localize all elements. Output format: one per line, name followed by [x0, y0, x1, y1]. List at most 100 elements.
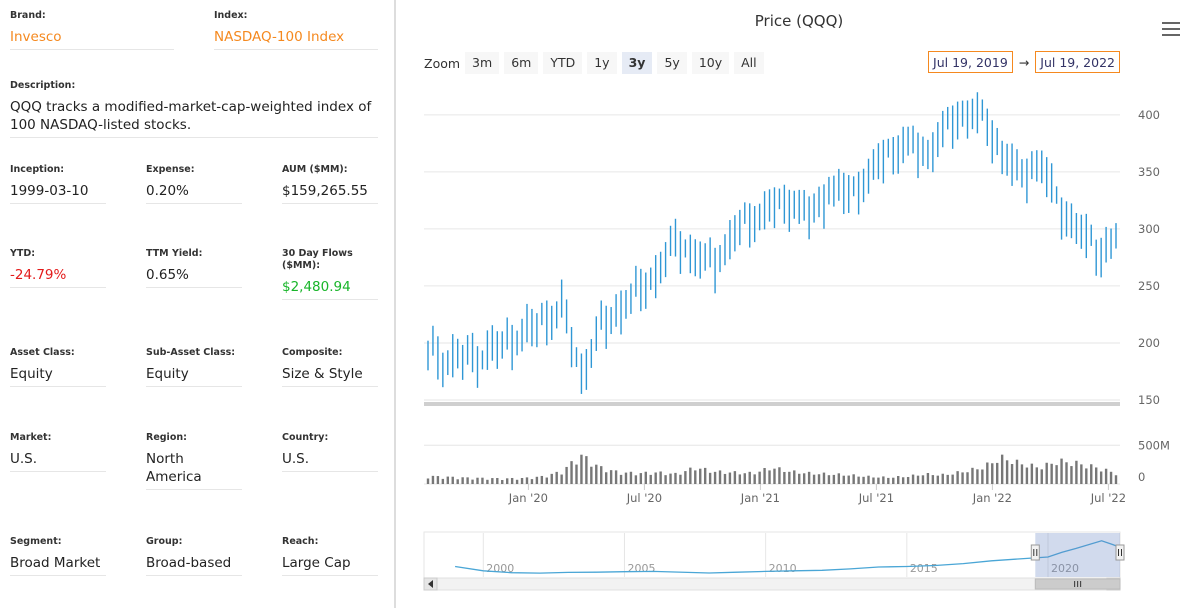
volume-bar [555, 471, 558, 484]
zoom-button-3y[interactable]: 3y [621, 52, 653, 74]
navigator-tick-label: 2015 [910, 562, 938, 575]
volume-bar [1045, 462, 1048, 484]
volume-bar [753, 474, 756, 484]
volume-bar [654, 472, 657, 484]
scrollbar-track[interactable] [423, 577, 1121, 591]
handle-grip[interactable] [1030, 544, 1040, 561]
reach-label: Reach: [282, 536, 319, 547]
volume-bar [461, 477, 464, 484]
navigator-selection[interactable] [1035, 533, 1120, 577]
volume-bar [981, 469, 984, 484]
volume-bar [1025, 467, 1029, 484]
volume-bar [629, 471, 633, 484]
volume-bar [1080, 464, 1083, 484]
zoom-button-ytd[interactable]: YTD [543, 52, 583, 74]
asset-class-value: Equity [10, 365, 106, 387]
volume-bar [991, 463, 994, 484]
ytd-value: -24.79% [10, 266, 106, 288]
expense-field: Expense: 0.20% [146, 164, 242, 204]
volume-bar [1050, 463, 1053, 484]
volume-bar [441, 478, 445, 484]
navigator-handle-left[interactable] [1030, 544, 1040, 561]
ttm-yield-label: TTM Yield: [146, 248, 203, 259]
volume-bar [788, 471, 791, 484]
volume-bar [471, 479, 474, 484]
navigator[interactable]: 20002005201020152020 [423, 531, 1125, 579]
x-tick-label: Jul '20 [626, 491, 662, 505]
navigator-handle-right[interactable] [1115, 544, 1125, 561]
ttm-yield-field: TTM Yield: 0.65% [146, 248, 242, 288]
asset-class-label: Asset Class: [10, 347, 75, 358]
zoom-button-all[interactable]: All [734, 52, 764, 74]
asset-class-field: Asset Class: Equity [10, 347, 106, 387]
volume-bar [941, 473, 944, 484]
brand-value[interactable]: Invesco [10, 28, 174, 50]
volume-bar [699, 468, 702, 484]
volume-bar [847, 475, 850, 484]
volume-bar [837, 473, 841, 484]
volume-bar [426, 478, 430, 484]
inception-label: Inception: [10, 164, 65, 175]
price-tick-label: 250 [1138, 279, 1160, 293]
flows-field: 30 Day Flows ($MM): $2,480.94 [282, 248, 378, 300]
zoom-button-10y[interactable]: 10y [691, 52, 730, 74]
region-label: Region: [146, 432, 187, 443]
navigator-tick-label: 2005 [627, 562, 655, 575]
price-chart-panel: Price (QQQ) Zoom 3m 6m YTD 1y 3y 5y 10y … [398, 0, 1200, 608]
zoom-button-1y[interactable]: 1y [587, 52, 617, 74]
volume-bar [951, 474, 954, 484]
volume-bar [510, 477, 514, 484]
pane-divider[interactable] [424, 402, 1120, 406]
volume-bar [520, 477, 524, 484]
index-label: Index: [214, 10, 248, 21]
volume-bar [525, 477, 529, 484]
volume-bar [961, 472, 964, 484]
range-to-input[interactable]: Jul 19, 2022 [1035, 51, 1120, 73]
volume-bar [1075, 460, 1078, 484]
hamburger-menu-icon[interactable] [1162, 22, 1180, 36]
volume-bar [867, 475, 870, 484]
volume-bar [501, 480, 504, 484]
volume-bar [827, 475, 831, 484]
scrollbar[interactable] [423, 577, 1121, 591]
sub-asset-class-value: Equity [146, 365, 242, 387]
volume-bar [892, 477, 895, 484]
volume-bar [852, 474, 855, 484]
volume-bar [986, 462, 989, 484]
ttm-yield-value: 0.65% [146, 266, 242, 288]
volume-bar [718, 470, 722, 484]
volume-bar [530, 479, 534, 484]
volume-bar [857, 476, 860, 484]
market-field: Market: U.S. [10, 432, 106, 472]
country-value: U.S. [282, 450, 378, 472]
x-tick-label: Jan '20 [508, 491, 548, 505]
volume-bar [1104, 468, 1108, 484]
group-label: Group: [146, 536, 183, 547]
volume-bar [684, 471, 687, 484]
segment-label: Segment: [10, 536, 62, 547]
volume-bar [565, 466, 568, 484]
volume-bar [560, 474, 563, 484]
index-value[interactable]: NASDAQ-100 Index [214, 28, 378, 50]
handle-grip[interactable] [1115, 544, 1125, 561]
range-from-input[interactable]: Jul 19, 2019 [928, 51, 1013, 73]
volume-bar [585, 456, 588, 484]
volume-bar [926, 473, 930, 484]
volume-bar [1035, 467, 1039, 484]
zoom-button-3m[interactable]: 3m [465, 52, 500, 74]
volume-bar [1055, 465, 1058, 484]
volume-bar [862, 476, 865, 484]
inception-value: 1999-03-10 [10, 182, 106, 204]
zoom-button-6m[interactable]: 6m [504, 52, 539, 74]
zoom-button-5y[interactable]: 5y [657, 52, 687, 74]
aum-value: $159,265.55 [282, 182, 378, 204]
volume-bar [669, 473, 672, 484]
volume-bar [738, 474, 742, 484]
ytd-field: YTD: -24.79% [10, 248, 106, 288]
flows-label: 30 Day Flows ($MM): [282, 248, 353, 271]
scroll-left-arrow-icon [428, 580, 433, 588]
volume-bar [882, 476, 885, 484]
volume-bar [728, 472, 732, 484]
volume-gridlines [424, 444, 1120, 485]
